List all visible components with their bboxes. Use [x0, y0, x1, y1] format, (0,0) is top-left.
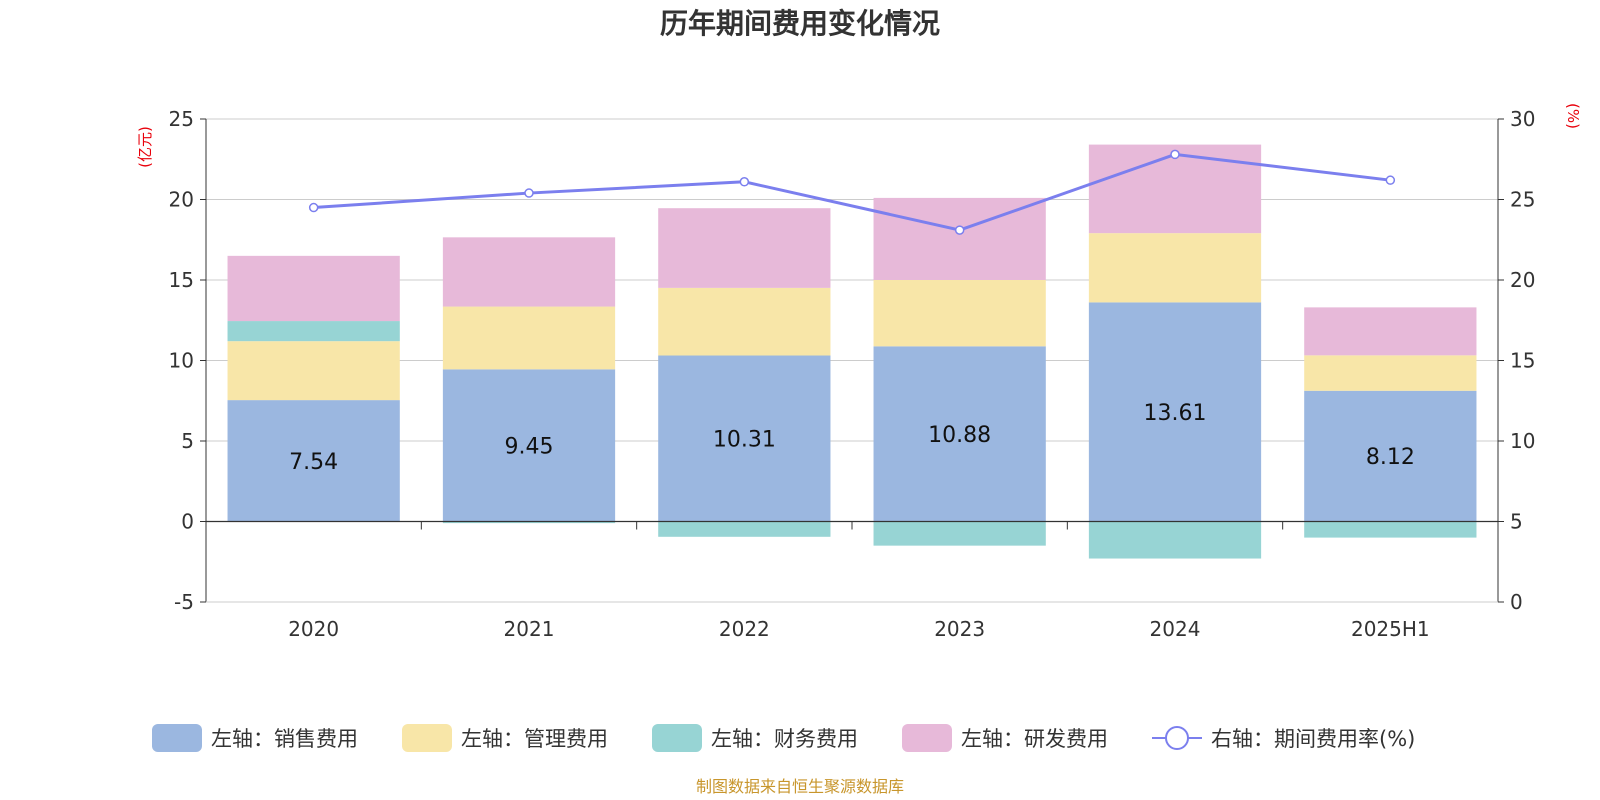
legend-marker-swatch: [1165, 726, 1189, 750]
legend-label-5: 右轴：期间费用率(%): [1211, 727, 1415, 751]
bars: [227, 144, 1477, 559]
legend-label-1: 左轴：销售费用: [211, 727, 358, 751]
bar-2-2021: [442, 306, 616, 370]
bar-3-2020: [227, 321, 400, 342]
bar-4-2021: [442, 237, 616, 307]
left-axis-tick-label: -5: [174, 590, 194, 614]
data-label-2025H1: 8.12: [1366, 445, 1415, 470]
axes: -5 0 5 10 15 20 25 0 5 10 15 20 25 30 2020 2021 2022 2023…: [169, 107, 1536, 641]
legend-label-4: 左轴：研发费用: [961, 727, 1108, 751]
bar-3-2025H1: [1304, 521, 1477, 538]
legend-label-3: 左轴：财务费用: [711, 727, 858, 751]
bar-4-2022: [658, 208, 831, 288]
source-note: 制图数据来自恒生聚源数据库: [696, 777, 904, 796]
data-label-2023: 10.88: [928, 423, 991, 448]
chart-title: 历年期间费用变化情况: [660, 7, 940, 40]
bar-2-2023: [873, 280, 1046, 347]
legend-swatch-4: [902, 724, 952, 752]
left-axis-tick-label: 25: [169, 107, 194, 131]
bar-1-2025H1: [1304, 390, 1477, 522]
rate-point-2024: [1170, 149, 1180, 160]
legend-swatch-1: [152, 724, 202, 752]
bar-3-2024: [1088, 521, 1262, 559]
data-labels: 7.54 9.45 10.31 10.88 13.61 8.12: [289, 401, 1415, 475]
legend-label-2: 左轴：管理费用: [461, 727, 608, 751]
rate-point-2020: [308, 202, 319, 213]
x-axis-tick-label: 2022: [719, 617, 770, 641]
bar-4-2025H1: [1304, 307, 1477, 356]
bar-1-2023: [873, 346, 1046, 522]
rate-line: [308, 149, 1396, 235]
bar-4-2023: [873, 197, 1046, 280]
x-axis-tick-label: 2021: [504, 617, 555, 641]
right-axis-unit: (%): [1564, 103, 1582, 129]
legend: 左轴：销售费用 左轴：管理费用 左轴：财务费用 左轴：研发费用 右轴：期间费用率(%): [152, 724, 1415, 752]
bar-2-2025H1: [1304, 355, 1477, 391]
x-axis-tick-label: 2025H1: [1351, 617, 1430, 641]
bar-3-2021: [442, 521, 616, 524]
bar-2-2022: [658, 287, 831, 356]
legend-swatch-3: [652, 724, 702, 752]
bar-1-2020: [227, 400, 400, 522]
left-axis-tick-label: 10: [169, 349, 194, 373]
right-axis-tick-label: 25: [1510, 188, 1535, 212]
left-axis-unit: (亿元): [136, 126, 154, 168]
left-axis-tick-label: 15: [169, 268, 194, 292]
bar-1-2022: [658, 355, 831, 522]
right-axis-tick-label: 5: [1510, 510, 1523, 534]
bar-3-2022: [658, 521, 831, 537]
data-label-2020: 7.54: [289, 450, 338, 475]
rate-point-2022: [739, 177, 750, 187]
left-axis-tick-label: 5: [181, 429, 194, 453]
bar-4-2024: [1088, 144, 1262, 234]
bar-2-2020: [227, 341, 400, 401]
data-label-2024: 13.61: [1144, 401, 1207, 426]
right-axis-tick-label: 30: [1510, 107, 1535, 131]
rate-point-2023: [954, 225, 965, 235]
data-label-2022: 10.31: [713, 428, 776, 453]
rate-point-2021: [524, 188, 534, 198]
bar-2-2024: [1088, 233, 1262, 303]
right-axis-tick-label: 10: [1510, 429, 1535, 453]
rate-line-path: [313, 152, 1391, 232]
bar-1-2024: [1088, 302, 1262, 522]
bar-4-2020: [227, 255, 400, 322]
right-axis-tick-label: 20: [1510, 268, 1535, 292]
left-axis-tick-label: 0: [181, 510, 194, 534]
bar-1-2021: [442, 369, 616, 522]
x-axis-tick-label: 2024: [1150, 617, 1201, 641]
x-axis-tick-label: 2020: [288, 617, 339, 641]
rate-point-2025H1: [1385, 175, 1396, 185]
bar-3-2023: [873, 521, 1046, 546]
right-axis-tick-label: 0: [1510, 590, 1523, 614]
x-axis-tick-label: 2023: [934, 617, 985, 641]
left-axis-tick-label: 20: [169, 188, 194, 212]
data-label-2021: 9.45: [505, 434, 554, 459]
right-axis-tick-label: 15: [1510, 349, 1535, 373]
legend-swatch-2: [402, 724, 452, 752]
